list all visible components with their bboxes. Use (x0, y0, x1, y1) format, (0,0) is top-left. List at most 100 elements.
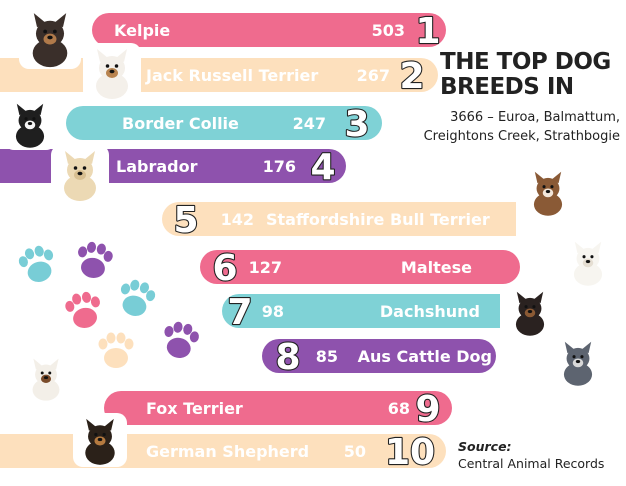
count-label: 50 (344, 442, 366, 461)
labrador-photo-icon (51, 145, 109, 203)
paw-toe (183, 323, 193, 335)
dog-ear (16, 103, 27, 116)
breed-bar (262, 339, 496, 373)
paw-toe (96, 243, 106, 255)
dog-eye (40, 371, 44, 375)
paw-print-icon (164, 321, 199, 358)
count-label: 142 (221, 210, 254, 229)
dog-eye (94, 432, 98, 437)
dog-eye (532, 305, 536, 309)
breed-label: Staffordshire Bull Terrier (266, 210, 490, 229)
breed-bar (162, 202, 516, 236)
dog-eye (572, 355, 576, 359)
dog-head (536, 177, 560, 200)
breed-label: Labrador (116, 157, 198, 176)
dog-eye (24, 117, 28, 121)
source-note: Source: Central Animal Records (458, 438, 624, 472)
dog-ear (49, 358, 59, 370)
rank-number: 10 (385, 432, 435, 473)
paw-toe (173, 321, 183, 333)
breed-row: Fox Terrier 68 9 (104, 388, 452, 431)
border-collie-photo-icon (4, 98, 56, 150)
breed-bar (222, 294, 500, 328)
breed-label: Dachshund (380, 302, 480, 321)
dog-ear (33, 358, 43, 370)
breed-bar (200, 250, 520, 284)
dog-body (96, 73, 128, 99)
bar-edge (486, 202, 516, 236)
paw-toe (43, 249, 54, 261)
title-line-2: BREEDS IN (440, 74, 574, 100)
breed-row: Border Collie 247 3 (66, 103, 382, 146)
dog-body (85, 440, 115, 465)
paw-toe (72, 293, 82, 305)
paw-toe (90, 296, 100, 308)
breed-label: German Shepherd (146, 442, 309, 461)
kelpie-photo-icon (19, 7, 81, 69)
paw-toe (18, 256, 28, 268)
breed-bar (66, 106, 382, 140)
paw-toe (189, 331, 199, 343)
dog-ear (534, 171, 545, 184)
cattle-dog-photo-icon (552, 336, 604, 388)
dachshund-photo-icon (504, 286, 556, 338)
dog-eye (48, 371, 52, 375)
paw-toe (24, 248, 35, 260)
chart-subtitle: 3666 – Euroa, Balmattum, Creightons Cree… (372, 108, 620, 146)
dog-nose (545, 190, 551, 194)
breed-label: Jack Russell Terrier (145, 66, 318, 85)
rank-number: 6 (212, 248, 237, 289)
count-label: 127 (249, 258, 282, 277)
dog-eye (52, 29, 57, 34)
paw-toe (98, 338, 108, 350)
breed-row: Aus Cattle Dog 85 8 (262, 336, 496, 379)
dog-eye (590, 255, 594, 259)
rank-number: 3 (344, 104, 369, 145)
dog-ear (65, 151, 76, 164)
breed-row: Kelpie 503 1 (92, 10, 446, 53)
dog-ear (33, 13, 46, 28)
dog-nose (77, 171, 83, 176)
breed-label: Border Collie (122, 114, 239, 133)
dog-ear (591, 241, 602, 254)
dog-eye (73, 166, 78, 170)
dog-ear (581, 341, 592, 354)
rank-number: 5 (173, 200, 198, 241)
breed-bar (104, 391, 452, 425)
dog-eye (550, 185, 554, 189)
paw-print-icon (18, 245, 54, 282)
paw-toe (124, 338, 134, 350)
paw-pad (122, 295, 147, 316)
count-label: 267 (357, 66, 390, 85)
paw-pad (27, 261, 52, 282)
dog-ear (84, 151, 95, 164)
dog-body (32, 39, 68, 68)
breed-row: Dachshund 98 7 (222, 291, 500, 334)
paw-toe (116, 332, 126, 344)
dog-eye (582, 255, 586, 259)
dog-eye (542, 185, 546, 189)
rank-number: 4 (310, 147, 335, 188)
paw-print-icon (78, 241, 113, 278)
paw-toe (103, 250, 113, 262)
jack-russell-photo-icon (83, 43, 141, 101)
rank-number: 9 (415, 389, 440, 430)
subtitle-line-1: 3666 – Euroa, Balmattum, (450, 110, 620, 125)
dog-body (64, 175, 96, 201)
dog-head (18, 109, 42, 132)
dog-head (35, 20, 65, 47)
breed-label: Aus Cattle Dog (358, 347, 492, 366)
dog-body (533, 192, 563, 216)
breed-label: Maltese (401, 258, 472, 277)
dog-ear (103, 418, 114, 431)
dog-ear (533, 291, 544, 304)
paw-pad (104, 348, 128, 368)
dog-ear (33, 103, 44, 116)
count-label: 68 (388, 399, 410, 418)
dog-body (573, 262, 603, 286)
breed-label: Fox Terrier (146, 399, 243, 418)
staffordshire-photo-icon (522, 166, 574, 218)
title-line-1: THE TOP DOG (440, 49, 611, 75)
paw-pad (166, 337, 191, 358)
